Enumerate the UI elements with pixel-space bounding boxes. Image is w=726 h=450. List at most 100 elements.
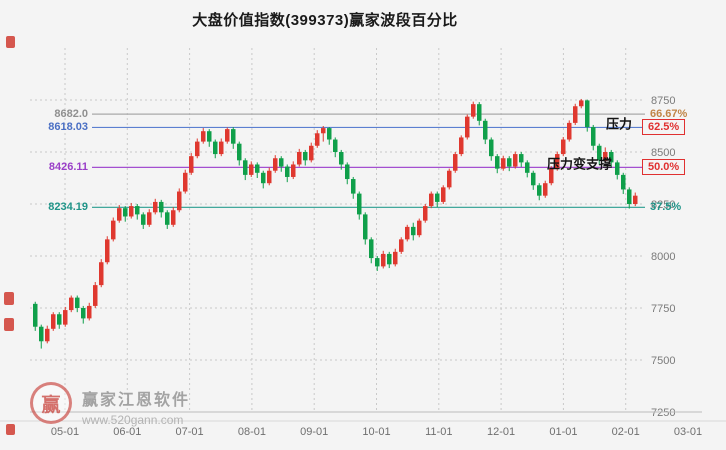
x-axis-label: 05-01 (51, 426, 79, 438)
candle (75, 297, 80, 308)
candle (291, 164, 296, 177)
candle (567, 122, 572, 140)
candle (579, 100, 584, 107)
page-title: 大盘价值指数(399373)赢家波段百分比 (192, 12, 458, 29)
candle (423, 206, 428, 221)
candle (393, 251, 398, 265)
candle (603, 152, 608, 161)
candle (99, 262, 104, 286)
y-axis-label: 8500 (651, 147, 675, 159)
candle (147, 212, 152, 225)
candle (111, 220, 116, 240)
left-edge-marker (6, 424, 15, 435)
candle (165, 212, 170, 225)
candle (519, 154, 524, 163)
x-axis-label: 07-01 (176, 426, 204, 438)
brand-logo-icon: 赢 (30, 382, 72, 424)
candle (315, 133, 320, 146)
candle (585, 100, 590, 128)
candle (477, 104, 482, 121)
candle (171, 210, 176, 225)
candle (237, 143, 242, 161)
candle (399, 239, 404, 252)
candle (369, 239, 374, 259)
candle (243, 160, 248, 175)
candle (213, 141, 218, 155)
left-edge-marker (6, 36, 15, 48)
y-axis-label: 8750 (651, 95, 675, 107)
x-axis-label: 09-01 (300, 426, 328, 438)
x-axis-label: 06-01 (113, 426, 141, 438)
y-axis-label: 7500 (651, 355, 675, 367)
candle (363, 214, 368, 240)
candle (81, 308, 86, 319)
left-edge-marker (4, 292, 14, 305)
y-axis-label: 7250 (651, 407, 675, 419)
candle (489, 139, 494, 157)
candle (549, 168, 554, 184)
candle (339, 152, 344, 165)
candle (357, 193, 362, 215)
candle (465, 116, 470, 138)
candle (621, 174, 626, 190)
candle (231, 129, 236, 144)
x-axis-label: 08-01 (238, 426, 266, 438)
candle (117, 208, 122, 221)
candle (297, 152, 302, 165)
candle (627, 189, 632, 204)
candle (555, 154, 560, 169)
candle (123, 208, 128, 217)
candle (507, 158, 512, 167)
x-axis-label: 01-01 (549, 426, 577, 438)
candle (39, 326, 44, 342)
candle (63, 310, 68, 325)
candle (225, 129, 230, 142)
watermark-brand: 赢家江恩软件 (82, 392, 191, 409)
candle (501, 158, 506, 169)
candle (93, 285, 98, 306)
candle (69, 297, 74, 311)
candle (309, 145, 314, 161)
candle (405, 226, 410, 240)
candle (345, 164, 350, 180)
candle (261, 172, 266, 184)
candle (417, 220, 422, 236)
candle (159, 201, 164, 213)
candle (321, 128, 326, 134)
candle (327, 128, 332, 140)
candle (141, 214, 146, 225)
candle (207, 131, 212, 142)
candle (525, 162, 530, 173)
candle (177, 191, 182, 211)
candle (129, 206, 134, 217)
candle (531, 172, 536, 186)
candle (45, 328, 50, 342)
candle (303, 152, 308, 161)
x-axis-label: 11-01 (425, 426, 452, 438)
candle (597, 145, 602, 161)
candle (543, 183, 548, 196)
candle (615, 162, 620, 175)
candle (633, 195, 638, 204)
candle (561, 139, 566, 155)
candle (249, 164, 254, 175)
candle (447, 170, 452, 188)
candle (285, 166, 290, 177)
candle (459, 137, 464, 155)
candle (183, 172, 188, 192)
x-axis-label: 12-01 (487, 426, 515, 438)
candle (483, 120, 488, 140)
candle (609, 152, 614, 163)
candle (273, 158, 278, 171)
candle (429, 193, 434, 207)
candle (537, 185, 542, 196)
candle (33, 303, 38, 327)
candle (135, 206, 140, 215)
candle (105, 239, 110, 263)
x-axis-label: 10-01 (362, 426, 390, 438)
x-axis-label: 02-01 (612, 426, 640, 438)
candle (201, 131, 206, 142)
y-axis-label: 7750 (651, 303, 675, 315)
candle (279, 158, 284, 167)
